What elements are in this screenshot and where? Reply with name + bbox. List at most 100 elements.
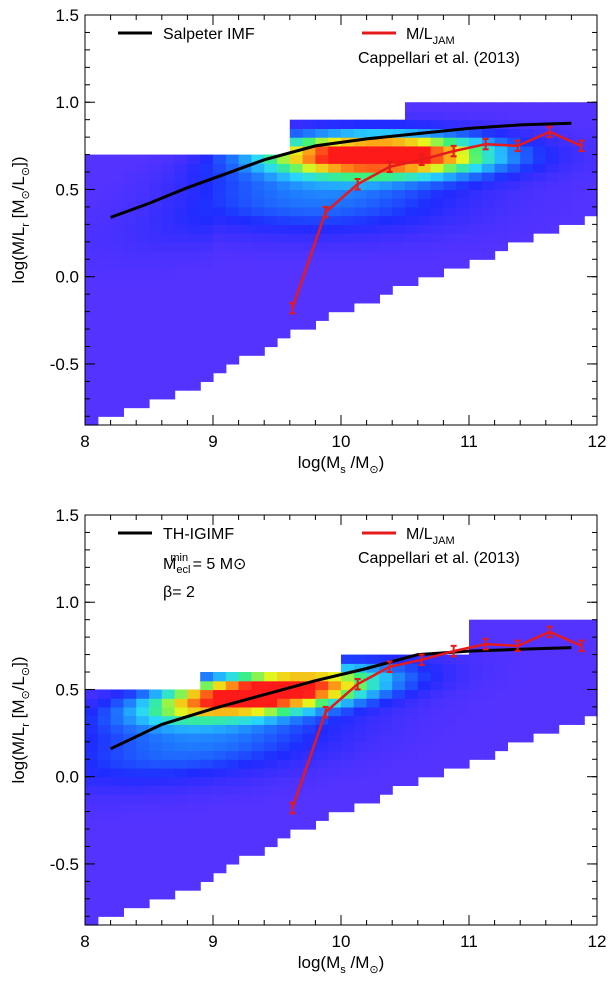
heatmap-cell	[379, 145, 393, 156]
heatmap-cell	[225, 172, 240, 182]
heatmap-cell	[469, 198, 483, 208]
heatmap-cell	[507, 619, 521, 629]
heatmap-cell	[302, 759, 316, 769]
heatmap-cell	[392, 672, 406, 682]
heatmap-cell	[277, 329, 291, 339]
heatmap-cell	[328, 172, 342, 182]
heatmap-cell	[533, 198, 547, 208]
heatmap-cell	[328, 294, 342, 304]
heatmap-cell	[315, 250, 329, 260]
heatmap-cell	[110, 750, 124, 760]
heatmap-cell	[302, 802, 316, 813]
heatmap-cell	[328, 733, 342, 743]
heatmap-cell	[149, 750, 163, 760]
heatmap-cell	[302, 224, 316, 234]
heatmap-cell	[481, 672, 496, 682]
jam-line	[291, 130, 583, 309]
heatmap-cell	[200, 198, 214, 208]
heatmap-cell	[302, 241, 316, 252]
heatmap-cell	[264, 750, 278, 760]
heatmap-cell	[289, 302, 304, 313]
heatmap-cell	[353, 654, 368, 664]
heatmap-cell	[392, 206, 406, 217]
heatmap-cell	[149, 759, 163, 769]
heatmap-cell	[213, 311, 227, 321]
heatmap-cell	[238, 233, 252, 243]
heatmap-cell	[97, 767, 112, 778]
heatmap-cell	[85, 881, 99, 891]
heatmap-cell	[558, 110, 572, 121]
heatmap-cell	[430, 759, 444, 769]
heatmap-cell	[136, 776, 150, 787]
heatmap-cell	[264, 302, 278, 313]
heatmap-cell	[136, 259, 150, 269]
heatmap-cell	[379, 224, 393, 234]
heatmap-cell	[494, 224, 508, 234]
heatmap-cell	[417, 233, 432, 243]
salpeter-line	[110, 121, 572, 219]
heatmap-cell	[494, 180, 508, 191]
heatmap-cell	[97, 355, 112, 365]
heatmap-cell	[302, 750, 316, 760]
heatmap-cell	[430, 750, 444, 760]
heatmap-cell	[456, 172, 470, 182]
heatmap-cell	[161, 846, 176, 856]
heatmap-cell	[136, 355, 150, 365]
heatmap-cell	[507, 137, 521, 147]
density-heatmap	[85, 102, 598, 426]
heatmap-cell	[545, 645, 560, 656]
heatmap-cell	[302, 741, 316, 752]
heatmap-cell	[187, 698, 201, 708]
heatmap-cell	[481, 154, 496, 164]
heatmap-cell	[136, 750, 150, 760]
heatmap-cell	[110, 785, 124, 795]
heatmap-cell	[417, 759, 432, 769]
heatmap-cell	[392, 276, 406, 287]
heatmap-cell	[213, 863, 227, 874]
heatmap-cell	[85, 355, 99, 365]
heatmap-cell	[379, 172, 393, 182]
heatmap-cell	[417, 689, 432, 699]
heatmap-cell	[507, 233, 521, 243]
heatmap-cell	[558, 715, 572, 725]
heatmap-cell	[225, 802, 240, 813]
heatmap-cell	[481, 102, 496, 112]
heatmap-cell	[353, 241, 368, 252]
heatmap-cell	[353, 128, 368, 138]
heatmap-cell	[110, 329, 124, 339]
heatmap-cell	[302, 776, 316, 787]
heatmap-cell	[289, 250, 304, 260]
heatmap-cell	[85, 689, 99, 699]
heatmap-cell	[469, 154, 483, 164]
heatmap-cell	[97, 689, 112, 699]
heatmap-cell	[341, 128, 355, 138]
heatmap-cell	[341, 119, 355, 129]
heatmap-cell	[289, 311, 304, 321]
heatmap-cell	[353, 163, 368, 173]
heatmap-cell	[456, 128, 470, 138]
heatmap-cell	[328, 302, 342, 313]
heatmap-cell	[187, 863, 201, 874]
heatmap-cell	[456, 689, 470, 699]
heatmap-cell	[430, 110, 444, 121]
heatmap-cell	[379, 215, 393, 225]
heatmap-cell	[213, 363, 227, 374]
heatmap-cell	[353, 250, 368, 260]
heatmap-cell	[200, 680, 214, 691]
heatmap-cell	[251, 215, 265, 225]
heatmap-cell	[200, 172, 214, 182]
heatmap-cell	[533, 172, 547, 182]
y-tick-label: 1.5	[55, 6, 79, 25]
heatmap-cell	[405, 206, 419, 217]
heatmap-cell	[251, 224, 265, 234]
heatmap-cell	[520, 163, 534, 173]
heatmap-cell	[110, 890, 124, 900]
heatmap-cell	[85, 154, 99, 164]
heatmap-cell	[315, 276, 329, 287]
heatmap-cell	[264, 776, 278, 787]
heatmap-cell	[200, 250, 214, 260]
heatmap-cell	[315, 128, 329, 138]
heatmap-cell	[277, 241, 291, 252]
heatmap-cell	[213, 811, 227, 821]
